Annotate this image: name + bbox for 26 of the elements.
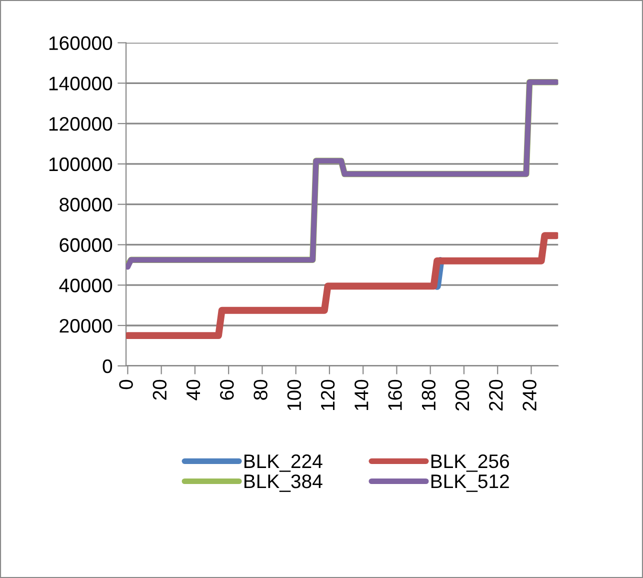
y-tick-label: 20000 <box>60 318 112 333</box>
x-tick-label: 20 <box>152 380 167 400</box>
x-tick-label: 100 <box>287 380 302 410</box>
legend-label: BLK_512 <box>431 474 509 492</box>
y-tick-label: 60000 <box>60 238 112 252</box>
x-tick-label: 160 <box>388 380 402 410</box>
y-tick-label: 120000 <box>49 117 112 131</box>
y-tick-label: 80000 <box>60 198 112 212</box>
x-tick-label: 60 <box>220 380 234 400</box>
legend-label: BLK_256 <box>431 454 510 472</box>
x-tick-label: 240 <box>522 380 536 411</box>
y-tick-label: 160000 <box>49 36 112 50</box>
x-tick-label: 140 <box>354 380 368 410</box>
legend-label: BLK_224 <box>244 454 322 472</box>
y-tick-label: 100000 <box>49 157 112 172</box>
x-tick-label: 220 <box>489 380 503 411</box>
y-tick-label: 0 <box>102 359 112 374</box>
legend-label: BLK_384 <box>244 474 322 492</box>
x-tick-label: 80 <box>254 380 268 400</box>
x-tick-label: 180 <box>422 380 436 410</box>
y-tick-label: 40000 <box>59 278 112 292</box>
y-tick-label: 140000 <box>49 76 112 90</box>
x-tick-label: 0 <box>119 380 133 390</box>
x-tick-label: 200 <box>455 380 470 411</box>
x-tick-label: 40 <box>186 380 200 400</box>
x-tick-label: 120 <box>320 380 335 410</box>
